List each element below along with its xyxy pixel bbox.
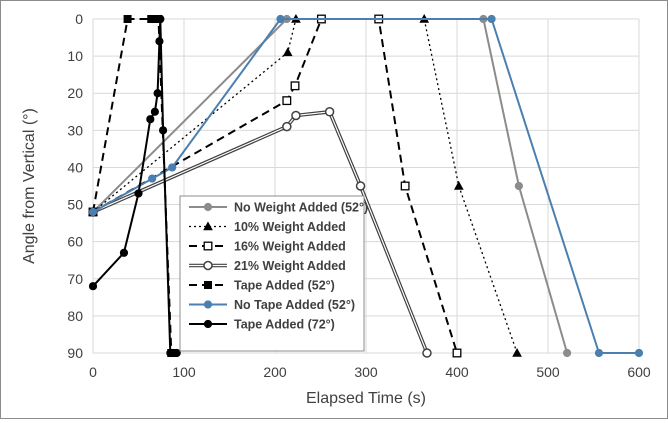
- legend-label: 21% Weight Added: [234, 259, 346, 273]
- data-point: [156, 14, 165, 24]
- data-point: [594, 348, 604, 358]
- y-tick-label: 30: [67, 122, 83, 138]
- legend-entry: 10% Weight Added: [189, 220, 346, 234]
- y-axis-title: Angle from Vertical (°): [21, 108, 38, 264]
- data-point: [452, 348, 462, 358]
- legend: No Weight Added (52°) 10% Weight Added 16%…: [179, 195, 368, 352]
- legend-entry: 16% Weight Added: [189, 240, 346, 254]
- legend-swatch-marker: [203, 241, 213, 251]
- data-point: [422, 348, 432, 358]
- data-point: [168, 163, 177, 172]
- x-tick-label: 300: [354, 364, 378, 380]
- data-point: [153, 89, 162, 98]
- data-point: [291, 110, 301, 121]
- series-line-inner: [92, 111, 428, 354]
- data-point: [123, 15, 132, 23]
- legend-entry: 21% Weight Added: [189, 259, 346, 273]
- legend-entry: Tape Added (52°): [189, 279, 335, 293]
- legend-swatch-marker: [203, 221, 213, 231]
- data-point: [563, 348, 572, 358]
- legend-label: No Weight Added (52°): [234, 201, 368, 215]
- data-point: [88, 282, 98, 291]
- legend-entry: No Weight Added (52°): [189, 201, 368, 215]
- y-tick-label: 60: [67, 234, 83, 250]
- y-tick-label: 20: [67, 85, 83, 101]
- y-tick-label: 10: [67, 48, 83, 64]
- data-point: [276, 14, 285, 24]
- legend-entry: Tape Added (72°): [189, 318, 335, 332]
- legend-swatch-marker: [203, 300, 213, 309]
- data-point: [487, 14, 496, 24]
- data-point: [150, 107, 159, 116]
- x-tick-label: 500: [536, 364, 560, 380]
- legend-entry: No Tape Added (52°): [189, 298, 355, 312]
- x-tick-label: 0: [89, 364, 97, 380]
- legend-swatch-marker: [203, 319, 213, 329]
- legend-label: 10% Weight Added: [234, 220, 346, 234]
- x-axis-title: Elapsed Time (s): [306, 390, 426, 407]
- data-point: [282, 96, 292, 106]
- data-point: [355, 181, 366, 191]
- y-tick-label: 50: [67, 197, 83, 213]
- data-point: [400, 181, 410, 191]
- series-line: [92, 18, 177, 354]
- data-point: [453, 180, 464, 190]
- gridlines: [92, 18, 640, 354]
- data-point: [324, 107, 335, 117]
- tick-labels: 0 100 200 300 400 500 600 0 10 20 30 40 50 60 70 80 90: [67, 11, 650, 380]
- data-point: [119, 248, 129, 257]
- data-point: [512, 347, 522, 357]
- data-point: [158, 126, 168, 135]
- series-7: [88, 14, 181, 358]
- y-tick-label: 0: [75, 11, 83, 27]
- y-tick-label: 80: [67, 308, 83, 324]
- legend-swatch-marker: [203, 202, 213, 212]
- x-tick-label: 100: [172, 364, 196, 380]
- legend-label: No Tape Added (52°): [234, 298, 355, 312]
- data-point: [134, 189, 143, 198]
- y-tick-label: 90: [67, 345, 83, 361]
- x-tick-label: 200: [263, 364, 287, 380]
- data-point: [146, 115, 155, 124]
- data-point: [514, 181, 523, 191]
- series-lines: [88, 13, 644, 358]
- data-point: [148, 174, 157, 183]
- data-point: [282, 47, 293, 57]
- data-point: [634, 348, 644, 358]
- x-tick-label: 400: [445, 364, 469, 380]
- data-point: [88, 207, 98, 217]
- data-point: [290, 81, 300, 91]
- legend-swatch-marker: [203, 260, 213, 271]
- x-tick-label: 600: [627, 364, 651, 380]
- data-point: [155, 37, 164, 46]
- y-tick-label: 40: [67, 159, 83, 175]
- series-6: [88, 14, 644, 358]
- y-tick-label: 70: [67, 271, 83, 287]
- legend-swatch-marker: [204, 281, 212, 289]
- legend-label: 16% Weight Added: [234, 240, 346, 254]
- legend-label: Tape Added (72°): [234, 318, 335, 332]
- data-point: [282, 121, 292, 132]
- legend-label: Tape Added (52°): [234, 279, 335, 293]
- data-point: [172, 348, 181, 358]
